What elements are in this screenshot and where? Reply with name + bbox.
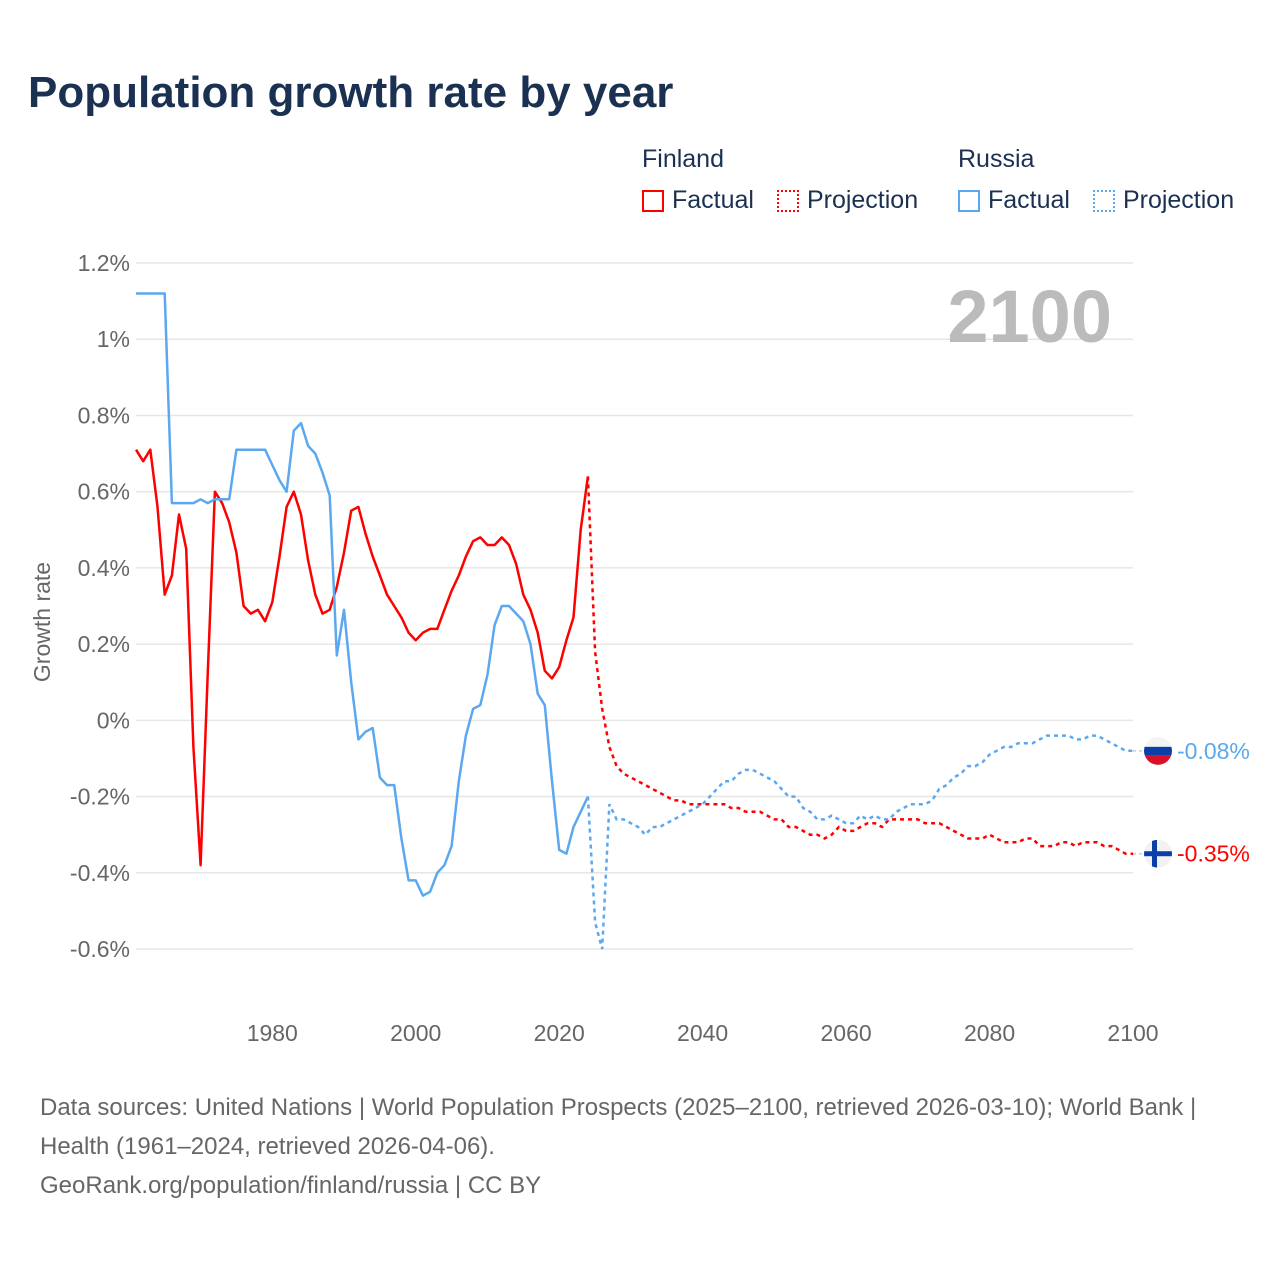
y-tick-label: 0.8%: [78, 402, 130, 428]
russia-factual-line: [136, 292, 590, 897]
line-chart: 1.2% 1% 0.8% 0.6% 0.4% 0.2% 0% -0.2% -0.4% -0.6% 1…: [29, 250, 1250, 1046]
finland-factual-line: [134, 448, 590, 867]
flag-cross: [1144, 839, 1172, 868]
y-tick-label: -0.2%: [70, 784, 130, 810]
flag-red: [1144, 755, 1172, 765]
russia-end-label: -0.08%: [1177, 738, 1250, 764]
y-tick-label: 0.2%: [78, 631, 130, 657]
legend-russia: Russia Factual Projection: [958, 145, 1234, 219]
legend-swatch-solid: [642, 189, 664, 212]
legend-finland-factual[interactable]: Factual: [642, 186, 754, 215]
y-tick-label: -0.6%: [70, 936, 130, 962]
legend-swatch-dotted: [776, 189, 799, 212]
legend-label: Factual: [988, 186, 1070, 214]
finland-flag-icon: [1144, 839, 1172, 868]
legend-label: Projection: [806, 186, 919, 214]
y-tick-label: 1.2%: [78, 250, 130, 276]
russia-flag-icon: [1144, 736, 1172, 765]
footer: Data sources: United Nations | World Pop…: [40, 1088, 1240, 1205]
y-axis-label: Growth rate: [29, 562, 55, 682]
finland-end-label: -0.35%: [1177, 841, 1250, 867]
flag-blue-h: [1144, 851, 1172, 857]
year-watermark: 2100: [947, 275, 1112, 358]
flag-white: [1144, 736, 1172, 747]
y-tick-label: 0%: [97, 707, 130, 733]
legend-finland-projection[interactable]: Projection: [776, 186, 919, 215]
legend-group-label: Russia: [958, 145, 1035, 173]
y-tick-label: 0.6%: [78, 479, 130, 505]
finland-projection-line: [586, 476, 1133, 855]
flag-blue-v: [1152, 839, 1157, 868]
data-sources: Data sources: United Nations | World Pop…: [40, 1094, 1197, 1160]
y-tick-label: -0.4%: [70, 860, 130, 886]
legend-swatch-dotted: [1092, 189, 1115, 212]
legend-group-label: Finland: [642, 145, 724, 173]
credit-link[interactable]: GeoRank.org/population/finland/russia | …: [40, 1172, 542, 1199]
y-tick-label: 1%: [97, 326, 130, 352]
x-tick-label: 1980: [247, 1020, 298, 1046]
flag-blue: [1144, 746, 1172, 756]
x-tick-label: 2020: [534, 1020, 585, 1046]
legend-russia-factual[interactable]: Factual: [958, 186, 1070, 215]
legend-russia-projection[interactable]: Projection: [1092, 186, 1235, 215]
chart-title: Population growth rate by year: [28, 68, 674, 117]
y-tick-label: 0.4%: [78, 555, 130, 581]
x-tick-label: 2060: [821, 1020, 872, 1046]
legend-finland: Finland Factual Projection: [642, 145, 934, 219]
x-tick-label: 2000: [390, 1020, 441, 1046]
flag-stripes: [1144, 736, 1172, 765]
legend-label: Projection: [1122, 186, 1235, 214]
legend-swatch-solid: [958, 189, 980, 212]
x-tick-label: 2040: [677, 1020, 728, 1046]
x-tick-label: 2080: [964, 1020, 1015, 1046]
legend-label: Factual: [672, 186, 754, 214]
russia-projection-line: [586, 734, 1133, 950]
x-tick-label: 2100: [1107, 1020, 1158, 1046]
